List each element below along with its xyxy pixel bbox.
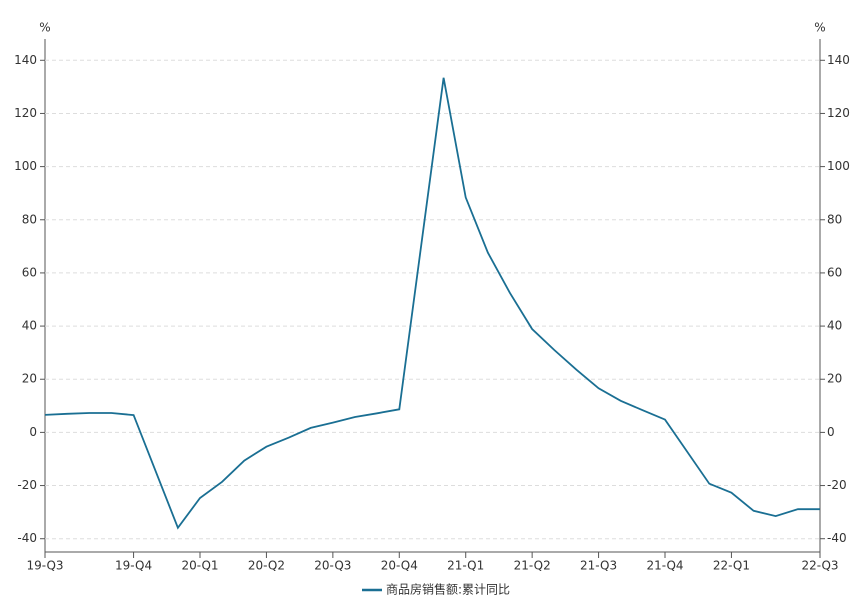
y2-axis-unit: %: [814, 21, 825, 35]
x-tick-label: 20-Q3: [314, 559, 351, 573]
y2-tick-label: 80: [827, 212, 842, 226]
y-tick-label: 140: [14, 53, 37, 67]
y-tick-label: 100: [14, 159, 37, 173]
x-tick-label: 21-Q4: [646, 559, 683, 573]
x-tick-label: 20-Q2: [248, 559, 285, 573]
x-tick-label: 19-Q4: [115, 559, 152, 573]
y2-tick-label: -20: [827, 478, 847, 492]
y2-tick-label: -40: [827, 531, 847, 545]
y2-tick-label: 0: [827, 425, 835, 439]
y2-tick-label: 60: [827, 265, 842, 279]
y-tick-label: 40: [22, 319, 37, 333]
x-tick-label: 20-Q4: [381, 559, 418, 573]
x-tick-label: 21-Q1: [447, 559, 484, 573]
x-tick-label: 20-Q1: [181, 559, 218, 573]
y2-tick-label: 100: [827, 159, 850, 173]
x-tick-label: 19-Q3: [26, 559, 63, 573]
y-tick-label: 120: [14, 106, 37, 120]
y-tick-label: -40: [17, 531, 37, 545]
y-tick-label: 20: [22, 372, 37, 386]
series-line: [44, 77, 820, 530]
y-tick-label: 60: [22, 265, 37, 279]
y-tick-label: -20: [17, 478, 37, 492]
x-tick-label: 22-Q3: [801, 559, 838, 573]
y2-tick-label: 120: [827, 106, 850, 120]
y-axis-unit: %: [39, 21, 50, 35]
x-tick-label: 22-Q1: [713, 559, 750, 573]
x-tick-label: 21-Q3: [580, 559, 617, 573]
y2-tick-label: 140: [827, 53, 850, 67]
y-tick-label: 80: [22, 212, 37, 226]
y2-tick-label: 20: [827, 372, 842, 386]
y2-tick-label: 40: [827, 319, 842, 333]
legend-label: 商品房销售额:累计同比: [386, 582, 510, 597]
y-tick-label: 0: [29, 425, 37, 439]
x-tick-label: 21-Q2: [514, 559, 551, 573]
